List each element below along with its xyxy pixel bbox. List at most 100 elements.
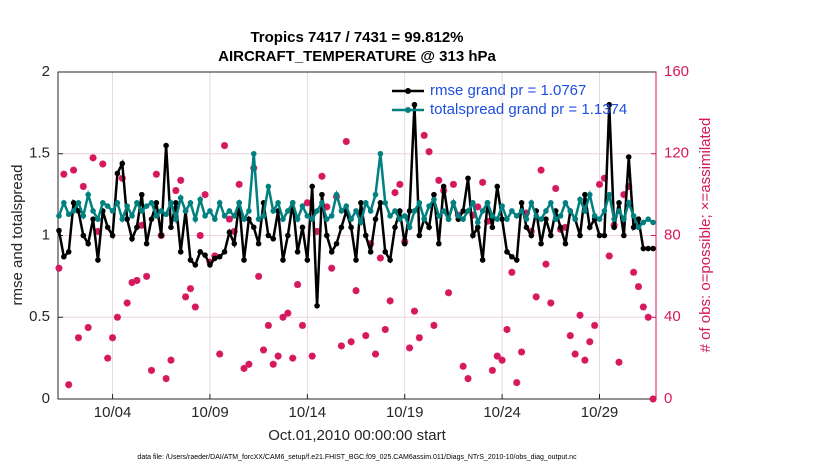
obs-marker [94, 227, 102, 235]
series-marker [582, 191, 588, 198]
obs-marker [469, 211, 477, 219]
obs-marker [298, 321, 306, 329]
series-marker [241, 257, 247, 263]
series-marker [377, 200, 384, 206]
obs-marker [459, 362, 467, 370]
series-marker [387, 213, 393, 219]
obs-marker [221, 142, 229, 150]
obs-marker [420, 131, 428, 139]
obs-marker [260, 346, 268, 354]
obs-marker [591, 321, 599, 329]
series-marker [187, 257, 194, 263]
series-marker [255, 240, 262, 247]
obs-marker [508, 268, 516, 276]
series-marker [192, 216, 199, 222]
y-tick-label: 0.5 [29, 308, 50, 325]
y-axis-label: rmse and totalspread [9, 165, 26, 306]
series-marker [358, 200, 364, 206]
series-marker [124, 203, 130, 209]
series-marker [192, 262, 199, 268]
series-marker [577, 196, 583, 203]
series-marker [134, 224, 140, 231]
series-marker [382, 200, 389, 206]
y2-tick-label: 120 [664, 145, 689, 162]
legend-label: totalspread grand pr = 1.1374 [430, 101, 627, 118]
series-marker [95, 216, 101, 222]
obs-marker [362, 332, 370, 340]
series-marker [601, 232, 608, 239]
series-marker [134, 200, 140, 206]
x-tick-label: 10/14 [289, 404, 327, 421]
obs-marker [191, 303, 199, 311]
series-marker [372, 216, 379, 222]
obs-marker [479, 178, 487, 186]
obs-marker [99, 160, 107, 168]
series-marker [275, 200, 281, 206]
obs-marker [89, 154, 97, 162]
series-marker [56, 227, 62, 234]
series-marker [270, 235, 277, 242]
series-marker [362, 200, 369, 206]
series-marker [625, 154, 632, 160]
series-marker [109, 232, 116, 239]
series-marker [163, 142, 169, 149]
series-marker [285, 208, 291, 214]
obs-marker [313, 227, 321, 235]
obs-marker [328, 264, 336, 272]
series-marker [114, 170, 121, 177]
series-marker [411, 208, 418, 214]
series-marker [411, 101, 418, 108]
series-marker [236, 200, 242, 206]
series-marker [61, 253, 67, 260]
series-marker [377, 150, 384, 157]
obs-marker [186, 285, 194, 293]
obs-marker [425, 148, 433, 156]
obs-marker [294, 281, 302, 289]
series-marker [309, 216, 315, 222]
obs-marker [152, 170, 160, 178]
series-marker [70, 208, 77, 214]
series-marker [645, 216, 652, 222]
obs-marker [430, 321, 438, 329]
series-marker [255, 216, 262, 222]
series-marker [294, 216, 301, 222]
series-marker [100, 200, 106, 206]
series-marker [406, 208, 413, 214]
obs-marker [620, 191, 628, 199]
series-marker [635, 224, 642, 231]
obs-marker [503, 326, 511, 334]
series-marker [392, 224, 398, 231]
series-marker [124, 216, 130, 222]
series-marker [226, 229, 233, 236]
series-marker [153, 200, 160, 206]
obs-marker [230, 227, 238, 235]
series-marker [212, 255, 218, 262]
obs-marker [518, 348, 526, 356]
series-marker [207, 208, 213, 214]
obs-marker [269, 360, 277, 368]
series-marker [484, 200, 491, 206]
x-tick-label: 10/04 [94, 404, 132, 421]
series-marker [611, 216, 617, 222]
series-marker [625, 200, 632, 206]
series-marker [348, 224, 354, 231]
series-marker [173, 216, 179, 222]
series-marker [304, 213, 311, 219]
series-marker [489, 213, 496, 219]
series-marker [85, 191, 91, 198]
series-marker [460, 208, 466, 214]
series-marker [479, 257, 486, 263]
series-marker [304, 257, 311, 263]
series-marker [606, 101, 613, 108]
series-marker [596, 232, 603, 239]
series-marker [440, 208, 447, 214]
series-marker [294, 249, 301, 255]
series-marker [358, 219, 364, 226]
series-marker [226, 208, 233, 214]
x-tick-label: 10/09 [191, 404, 229, 421]
obs-marker [435, 176, 443, 184]
series-marker [479, 208, 486, 214]
series-marker [353, 257, 359, 263]
obs-marker [323, 203, 331, 211]
